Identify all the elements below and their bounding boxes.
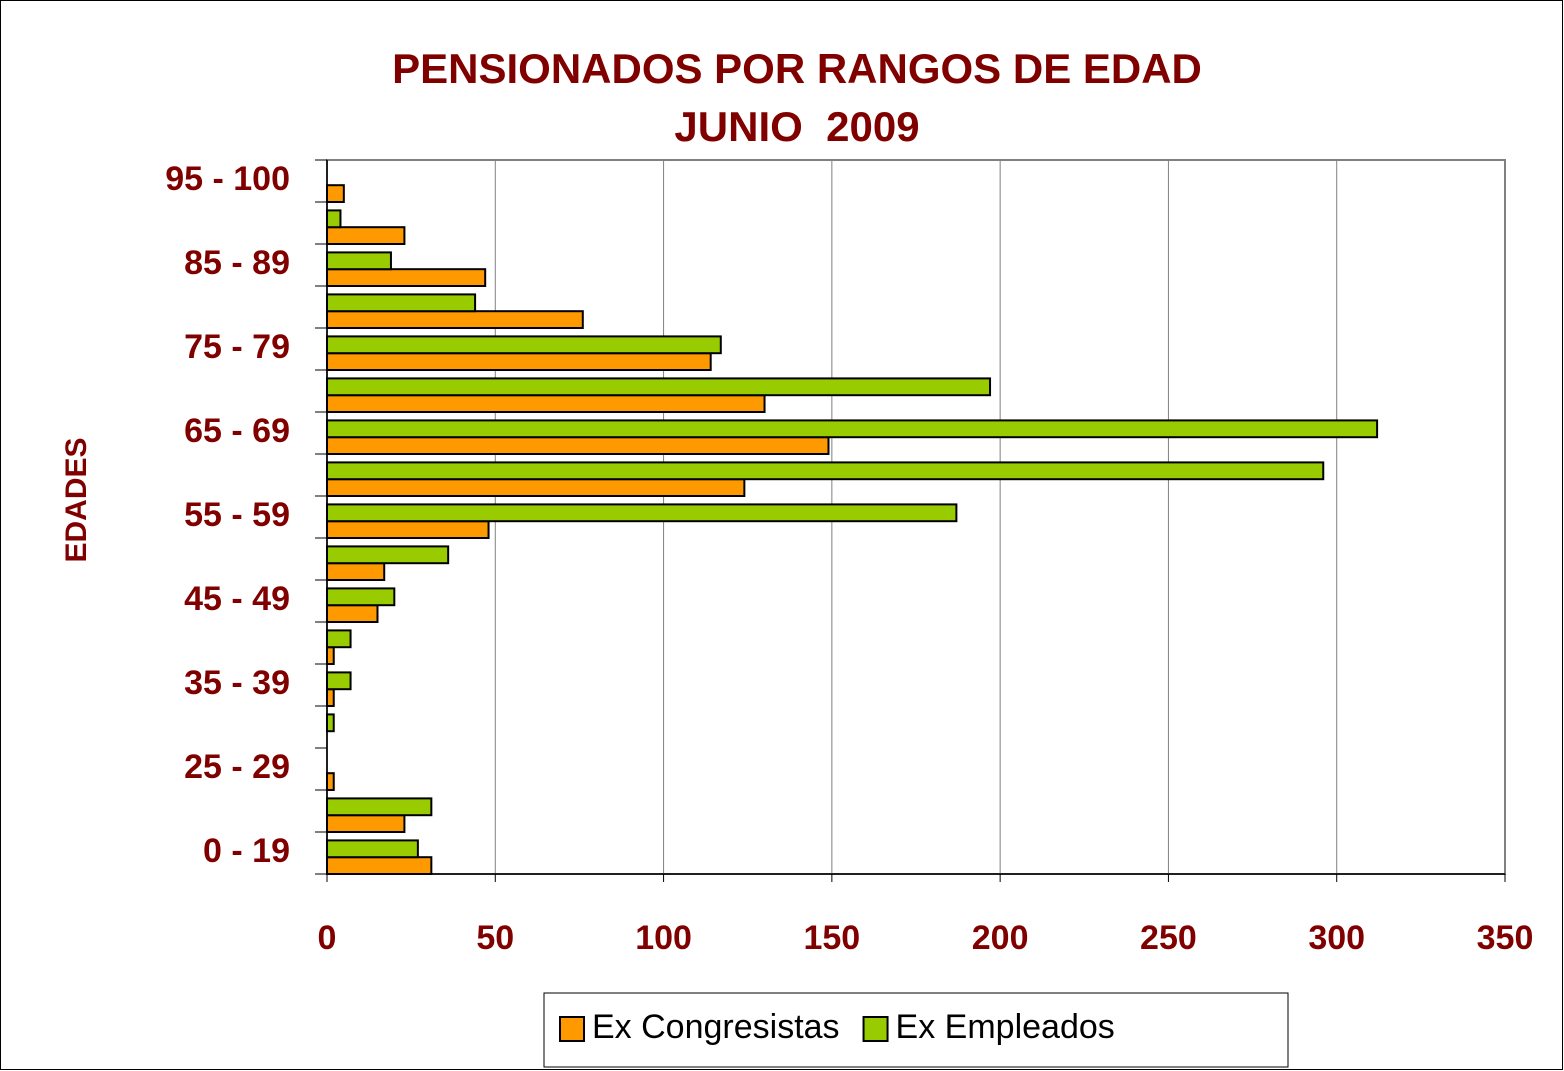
bar — [326, 503, 958, 523]
bar — [326, 436, 830, 456]
x-tick-label: 0 — [318, 919, 337, 957]
bar — [326, 814, 406, 834]
y-tick-label: 0 - 19 — [203, 832, 290, 870]
bar — [326, 335, 722, 355]
y-axis-title: EDADES — [60, 437, 93, 562]
bar — [326, 293, 477, 313]
bar — [326, 587, 396, 607]
y-tick-label: 55 - 59 — [184, 496, 290, 534]
bar — [326, 688, 335, 708]
x-tick-label: 250 — [1140, 919, 1197, 957]
x-tick-label: 150 — [803, 919, 860, 957]
bar — [326, 545, 450, 565]
legend-label: Ex Congresistas — [592, 1008, 840, 1046]
bar — [326, 226, 406, 245]
x-tick-label: 200 — [972, 919, 1029, 957]
bar — [326, 251, 392, 271]
bar — [326, 478, 746, 498]
bar — [326, 520, 490, 540]
y-tick-label: 65 - 69 — [184, 412, 290, 450]
bar — [326, 646, 335, 666]
bar — [326, 629, 352, 649]
legend — [543, 992, 1289, 1068]
bar — [326, 268, 487, 288]
bar — [326, 310, 584, 330]
bar — [326, 604, 379, 624]
bar — [326, 352, 712, 372]
chart-subtitle: JUNIO 2009 — [674, 103, 919, 150]
y-tick-label: 35 - 39 — [184, 664, 290, 702]
y-tick-label: 25 - 29 — [184, 748, 290, 786]
y-tick-label: 75 - 79 — [184, 328, 290, 366]
y-tick-label: 85 - 89 — [184, 244, 290, 282]
legend-label: Ex Empleados — [896, 1008, 1115, 1046]
bar — [326, 562, 386, 582]
chart-title: PENSIONADOS POR RANGOS DE EDAD — [392, 45, 1202, 92]
bar — [326, 839, 419, 859]
bar — [326, 797, 433, 817]
bar — [326, 461, 1325, 481]
bar — [326, 772, 335, 792]
y-tick-label: 45 - 49 — [184, 580, 290, 618]
x-tick-label: 350 — [1477, 919, 1534, 957]
bar — [326, 377, 992, 397]
bar — [326, 209, 342, 229]
bar — [326, 419, 1379, 439]
bar — [326, 671, 352, 691]
x-tick-label: 50 — [476, 919, 514, 957]
legend-swatch — [559, 1016, 585, 1042]
bar — [326, 394, 766, 414]
legend-swatch — [862, 1016, 889, 1042]
bar — [326, 184, 345, 203]
bar — [326, 856, 433, 876]
y-tick-label: 95 - 100 — [165, 160, 290, 198]
bar — [326, 713, 335, 733]
x-tick-label: 300 — [1308, 919, 1365, 957]
x-tick-label: 100 — [635, 919, 692, 957]
